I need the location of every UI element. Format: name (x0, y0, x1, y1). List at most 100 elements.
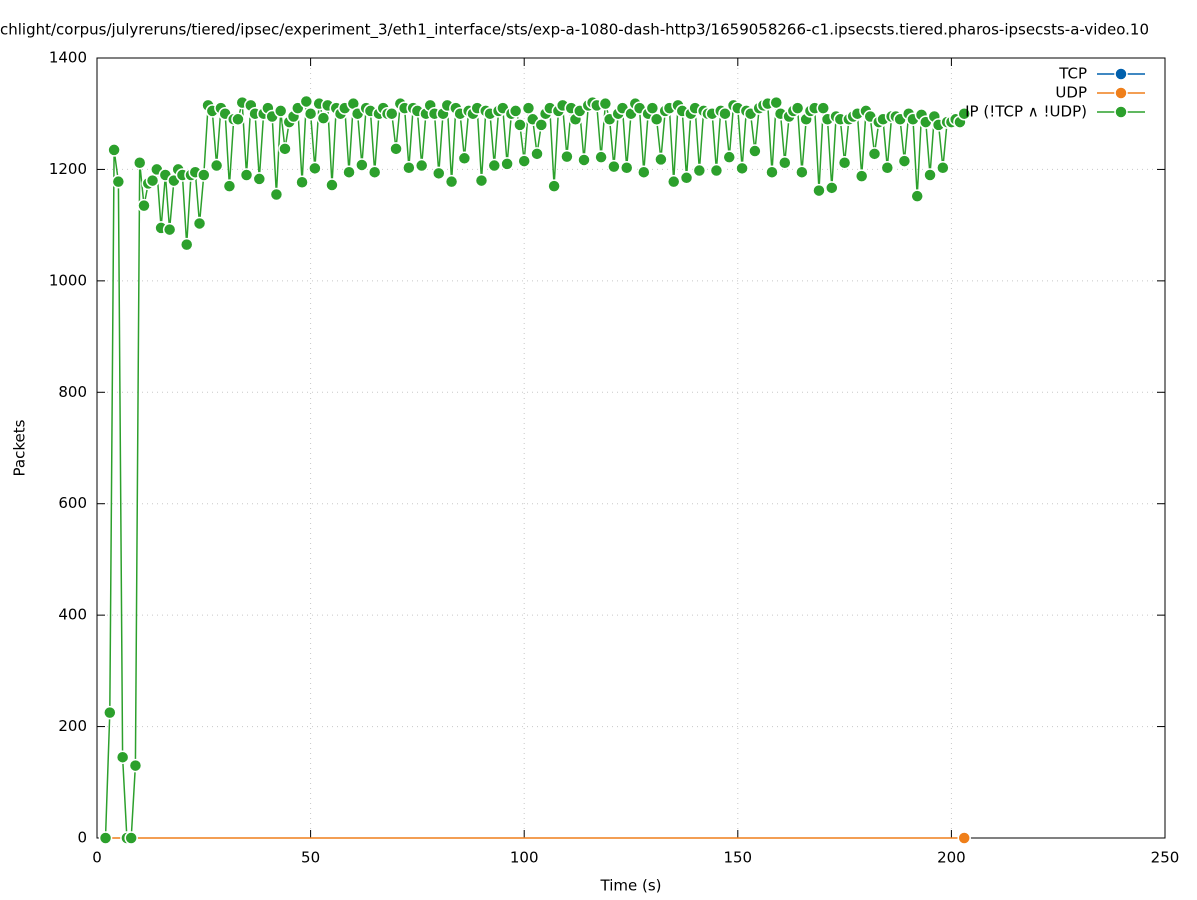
data-point (825, 181, 839, 195)
data-point (316, 111, 331, 125)
data-point (957, 106, 971, 121)
data-point (594, 150, 608, 164)
legend-marker (1114, 105, 1128, 119)
data-point (619, 161, 634, 175)
data-point (837, 155, 852, 170)
legend-label: TCP (1058, 65, 1087, 83)
x-tick-label: 50 (301, 849, 320, 867)
data-point (124, 831, 138, 845)
data-point (508, 104, 523, 118)
data-point (103, 705, 117, 720)
data-point (709, 163, 724, 178)
data-point (252, 172, 267, 186)
data-point (577, 153, 591, 167)
data-point (414, 158, 429, 173)
data-point (722, 150, 737, 164)
data-point (812, 183, 826, 198)
data-point (816, 101, 830, 115)
data-point (474, 173, 489, 188)
data-point (769, 95, 783, 110)
data-point (444, 174, 459, 189)
data-point (107, 143, 121, 157)
data-point (654, 152, 668, 167)
data-point (854, 169, 869, 183)
data-point (748, 144, 762, 158)
data-point (111, 174, 126, 189)
x-axis-label: Time (s) (600, 877, 662, 895)
data-point (457, 151, 472, 166)
data-point (765, 165, 779, 179)
data-point (303, 106, 318, 121)
data-point (521, 101, 536, 115)
data-point (645, 101, 660, 115)
data-point (910, 189, 924, 203)
x-tick-label: 0 (92, 849, 102, 867)
data-point (197, 168, 211, 182)
data-point (598, 96, 613, 111)
y-tick-label: 200 (58, 717, 87, 735)
x-tick-label: 150 (723, 849, 752, 867)
data-point (649, 112, 664, 127)
data-point (355, 158, 369, 172)
data-point (666, 174, 681, 189)
y-tick-label: 1400 (49, 49, 87, 67)
legend-marker (1114, 67, 1128, 81)
data-point (367, 165, 382, 179)
data-point (867, 147, 882, 161)
data-point (231, 112, 245, 127)
data-point (295, 175, 309, 189)
data-point (192, 216, 207, 231)
data-point (402, 161, 416, 175)
legend-label: IP (!TCP ∧ !UDP) (965, 103, 1087, 121)
data-point (513, 118, 527, 132)
y-tick-label: 1000 (49, 271, 87, 289)
x-tick-label: 200 (937, 849, 966, 867)
y-tick-label: 600 (58, 494, 87, 512)
y-axis-label: Packets (11, 419, 29, 476)
data-point (308, 161, 322, 176)
data-point (278, 142, 292, 156)
data-point (530, 147, 544, 161)
data-point (209, 158, 224, 173)
data-point (718, 106, 732, 121)
data-point (385, 106, 399, 121)
data-point (778, 155, 792, 170)
data-point (128, 758, 143, 773)
legend-label: UDP (1055, 84, 1087, 102)
data-point (222, 179, 237, 193)
x-tick-label: 250 (1151, 849, 1180, 867)
x-tick-label: 100 (510, 849, 539, 867)
data-point (534, 118, 549, 132)
data-point (692, 163, 707, 178)
data-point (342, 165, 356, 179)
data-point (432, 166, 446, 181)
data-point (239, 168, 254, 182)
data-point (880, 161, 895, 175)
y-tick-label: 0 (77, 829, 87, 847)
data-point (325, 178, 339, 192)
data-point (637, 165, 651, 179)
data-point (162, 222, 177, 237)
chart-title: chlight/corpus/julyreruns/tiered/ipsec/e… (0, 21, 1149, 40)
data-point (936, 161, 950, 175)
data-point (389, 142, 403, 156)
data-point (795, 165, 809, 179)
data-point (132, 155, 147, 170)
data-point (269, 187, 284, 202)
data-point (179, 237, 194, 252)
data-point (145, 173, 160, 188)
data-point (517, 154, 531, 168)
data-point (560, 149, 574, 164)
y-tick-label: 800 (58, 383, 87, 401)
series-line (104, 101, 965, 839)
data-point (137, 198, 151, 213)
data-point (735, 161, 749, 176)
data-point (98, 831, 113, 845)
data-point (607, 159, 621, 174)
data-point (923, 168, 937, 182)
data-point (487, 158, 502, 173)
data-point (679, 171, 694, 185)
data-point (115, 750, 130, 764)
